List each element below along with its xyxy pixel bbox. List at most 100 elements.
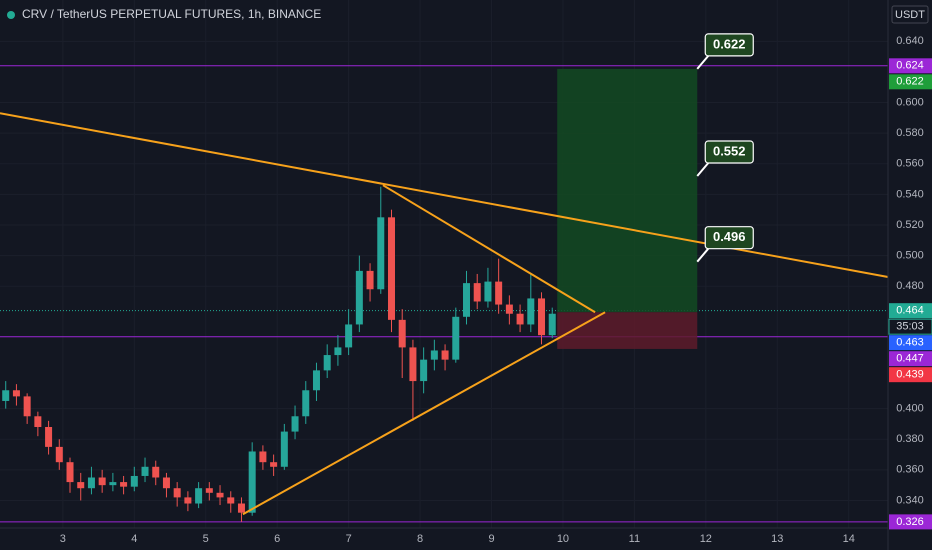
candle-body [248, 451, 256, 513]
candle-body [109, 482, 117, 486]
x-tick-label: 6 [274, 533, 280, 545]
x-tick-label: 10 [557, 533, 569, 545]
price-badge-label: 0.622 [896, 76, 924, 88]
status-dot [7, 11, 15, 19]
candle-body [55, 446, 63, 463]
x-tick-label: 7 [346, 533, 352, 545]
candle-body [334, 347, 342, 356]
candle-body [355, 270, 363, 325]
candle-body [441, 350, 449, 360]
x-tick-label: 14 [843, 533, 855, 545]
x-tick-label: 5 [203, 533, 209, 545]
chart-title: CRV / TetherUS PERPETUAL FUTURES, 1h, BI… [22, 7, 321, 21]
y-tick-label: 0.580 [896, 127, 924, 139]
candle-body [291, 416, 299, 432]
x-tick-label: 3 [60, 533, 66, 545]
callout-box [704, 226, 754, 250]
y-tick-label: 0.540 [896, 188, 924, 200]
candle-body [66, 462, 74, 483]
candle-body [34, 416, 42, 427]
candle-body [77, 482, 85, 489]
x-tick-label: 12 [700, 533, 712, 545]
callout-label: 0.552 [713, 143, 746, 158]
candle-body [162, 477, 170, 489]
price-badge-label: 0.624 [896, 60, 924, 72]
candle-body [270, 462, 278, 467]
candle-body [538, 298, 546, 336]
price-badge [889, 351, 932, 367]
price-badge-label: 0.447 [896, 353, 924, 365]
x-tick-label: 8 [417, 533, 423, 545]
candle-body [98, 477, 106, 486]
trendline [382, 184, 596, 314]
y-tick-label: 0.400 [896, 403, 924, 415]
callout-pointer [696, 55, 710, 70]
candle-body [87, 477, 95, 489]
candle-body [452, 316, 460, 360]
candle-body [495, 281, 503, 305]
price-badge-label: 0.463 [896, 337, 924, 349]
currency[interactable]: USDT [895, 9, 925, 21]
candle-body [420, 359, 428, 382]
candle-body [259, 451, 267, 463]
candle-body [227, 497, 235, 504]
y-tick-label: 0.380 [896, 433, 924, 445]
profit-zone [557, 68, 698, 313]
candle-body [505, 304, 513, 314]
candle-body [377, 217, 385, 290]
y-tick-label: 0.640 [896, 35, 924, 47]
candle-body [2, 390, 10, 401]
candle-body [45, 426, 53, 447]
candle-body [173, 488, 181, 498]
candle-body [473, 283, 481, 302]
axis: 0.640 0.600 0.580 0.560 0.540 0.520 0.500 0.480… [60, 35, 932, 545]
candle-body [516, 313, 524, 325]
candle-body [527, 298, 535, 325]
y-tick-label: 0.340 [896, 494, 924, 506]
price-badge [889, 367, 932, 383]
x-tick-label: 13 [771, 533, 783, 545]
candle-body [237, 503, 245, 513]
price-badge-label: 0.326 [896, 516, 924, 528]
candle-body [184, 497, 192, 504]
countdown-badge [888, 318, 932, 335]
candle-body [280, 431, 288, 467]
callout-pointer [696, 162, 710, 177]
candle-body [130, 475, 138, 487]
candle-body [323, 355, 331, 371]
candle-body [484, 281, 492, 302]
callout-label: 0.622 [713, 36, 746, 51]
x-tick-label: 11 [629, 533, 640, 545]
candle-body [345, 324, 353, 348]
countdown: 35:03 [896, 321, 924, 333]
candle-body [409, 347, 417, 382]
candle-body [152, 466, 160, 478]
y-tick-label: 0.520 [896, 219, 924, 231]
y-tick-label: 0.560 [896, 158, 924, 170]
x-tick-label: 9 [488, 533, 494, 545]
x-tick-label: 4 [131, 533, 137, 545]
callout-label: 0.496 [713, 229, 746, 244]
candle-body [216, 492, 224, 498]
callout-box [704, 33, 754, 57]
candle-body [463, 283, 471, 317]
candle-body [12, 390, 20, 397]
candle-body [141, 466, 149, 476]
candle-body [195, 488, 203, 504]
price-badge [889, 335, 932, 351]
candle-body [312, 370, 320, 391]
price-badge-label: 0.439 [896, 369, 924, 381]
currency-box[interactable] [891, 5, 929, 24]
trendline [242, 311, 606, 516]
price-badge [889, 514, 932, 530]
candle-body [366, 270, 374, 290]
candle-body [302, 390, 310, 417]
candle-body [23, 396, 31, 417]
candle-body [387, 217, 395, 320]
candle-body [120, 482, 128, 487]
callout-box [704, 140, 754, 164]
candle-body [548, 313, 556, 336]
